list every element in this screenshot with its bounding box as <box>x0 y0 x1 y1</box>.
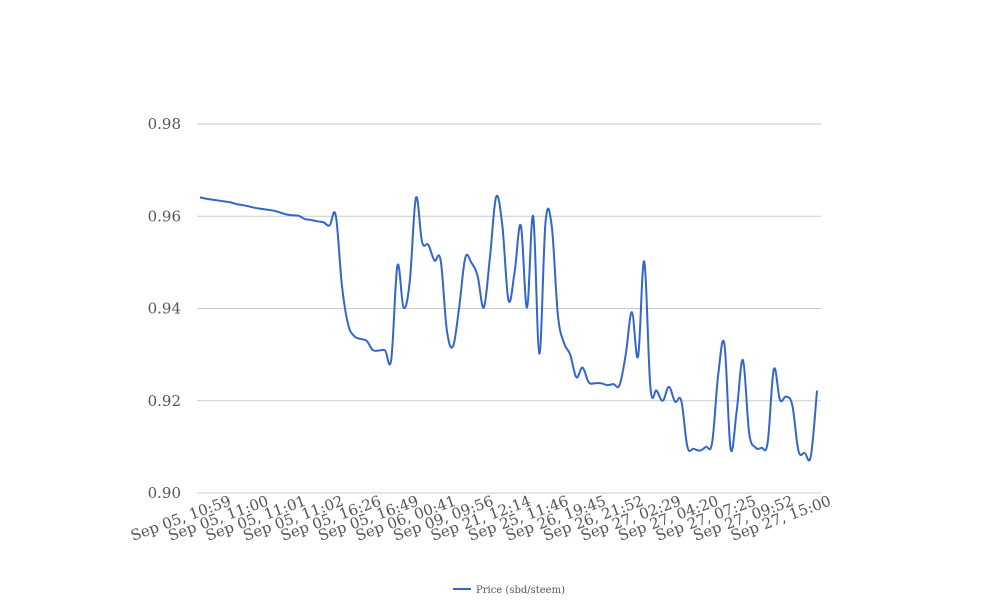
y-tick-label: 0.98 <box>148 115 181 133</box>
series-layer <box>199 194 818 462</box>
y-tick-label: 0.90 <box>148 484 181 502</box>
series-line <box>199 194 818 462</box>
legend-label: Price (sbd/steem) <box>476 585 565 596</box>
y-tick-label: 0.96 <box>148 207 181 225</box>
legend: Price (sbd/steem) <box>453 585 565 596</box>
y-axis-ticks: 0.90 0.92 0.94 0.96 0.98 <box>148 115 181 502</box>
y-tick-label: 0.92 <box>148 392 181 410</box>
gridlines <box>197 123 821 494</box>
y-tick-label: 0.94 <box>148 300 181 318</box>
